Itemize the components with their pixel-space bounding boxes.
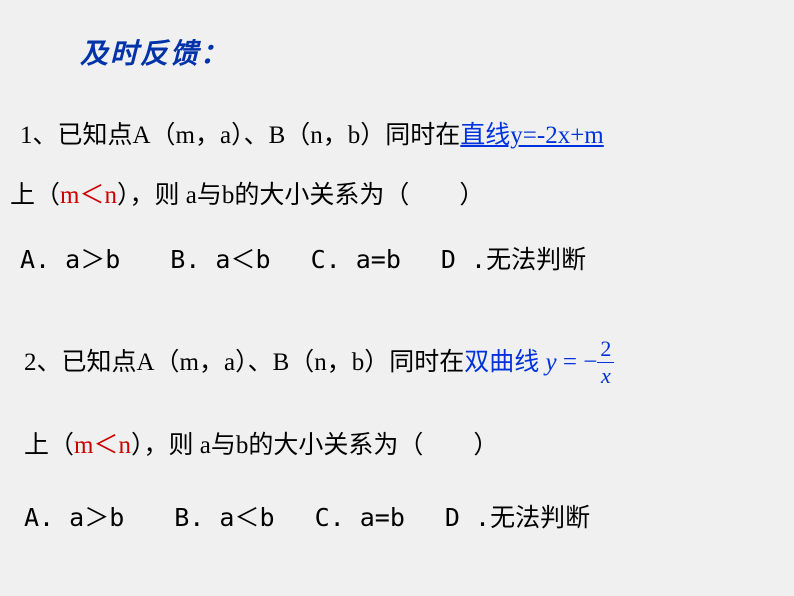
q1-line1: 1、已知点A（m，a）、B（n，b）同时在直线y=-2x+m bbox=[20, 115, 604, 151]
q1-condition: m＜n bbox=[60, 182, 117, 209]
q1-line2-post: ），则 a与b的大小关系为（ ） bbox=[117, 182, 484, 209]
section-title: 及时反馈： bbox=[80, 32, 230, 72]
q2-line2: 上（m＜n），则 a与b的大小关系为（ ） bbox=[24, 425, 498, 461]
formula-numerator: 2 bbox=[597, 338, 614, 363]
q2-line1: 2、已知点A（m，a）、B（n，b）同时在双曲线 y = −2x bbox=[24, 340, 614, 389]
q2-formula: y = −2x bbox=[546, 338, 615, 387]
q2-condition: m＜n bbox=[74, 432, 131, 459]
q1-options: A. a＞b B. a＜b C. a=b D .无法判断 bbox=[20, 240, 586, 276]
formula-eq: = − bbox=[557, 349, 598, 376]
q2-line2-pre: 上（ bbox=[24, 432, 74, 459]
q1-line-equation: 直线y=-2x+m bbox=[460, 122, 603, 149]
q2-line2-post: ），则 a与b的大小关系为（ ） bbox=[131, 432, 498, 459]
formula-lhs: y bbox=[546, 349, 557, 377]
q2-curve-label: 双曲线 bbox=[464, 349, 539, 376]
q1-line2: 上（m＜n），则 a与b的大小关系为（ ） bbox=[10, 175, 484, 211]
q1-prefix: 1、已知点A（m，a）、B（n，b）同时在 bbox=[20, 122, 460, 149]
q2-prefix: 2、已知点A（m，a）、B（n，b）同时在 bbox=[24, 349, 464, 376]
q2-options: A. a＞b B. a＜b C. a=b D .无法判断 bbox=[24, 498, 590, 534]
q1-line2-pre: 上（ bbox=[10, 182, 60, 209]
formula-fraction: 2x bbox=[597, 338, 614, 387]
formula-denominator: x bbox=[597, 363, 614, 387]
